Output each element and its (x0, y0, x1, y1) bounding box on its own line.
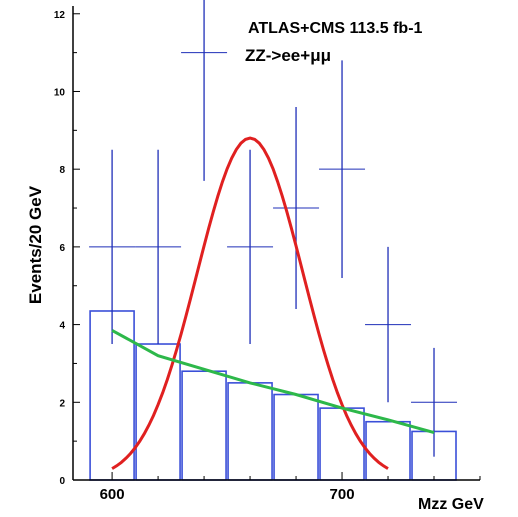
chart-subtitle: ZZ->ee+μμ (245, 46, 331, 65)
y-axis-label: Events/20 GeV (26, 185, 45, 304)
data-point (319, 60, 366, 278)
data-points (89, 0, 458, 457)
y-tick-label: 2 (59, 398, 65, 409)
x-tick-label: 600 (100, 486, 125, 503)
background-histogram (89, 310, 457, 481)
data-point (89, 149, 136, 345)
fit-curves (111, 136, 435, 470)
chart-title: ATLAS+CMS 113.5 fb-1 (248, 20, 423, 37)
background-curve (111, 329, 435, 435)
histogram-bar (273, 393, 319, 481)
y-tick-label: 10 (54, 87, 66, 98)
data-point (135, 149, 182, 345)
x-tick-label: 700 (330, 486, 355, 503)
data-point (273, 107, 320, 310)
axes (72, 6, 480, 481)
data-point (227, 149, 274, 345)
x-axis-label: Mzz GeV (418, 496, 484, 513)
signal-curve (111, 136, 389, 470)
ticks: 0 2 4 6 8 10 12 600 700 (54, 10, 481, 503)
y-tick-label: 4 (59, 321, 65, 332)
data-point (411, 347, 458, 457)
data-point (181, 0, 228, 181)
histogram-bar (181, 370, 227, 481)
y-tick-label: 12 (54, 10, 66, 21)
histogram-bar (319, 407, 365, 481)
histogram-bar (365, 420, 411, 481)
histogram-bar (227, 382, 273, 481)
y-tick-label: 8 (59, 165, 65, 176)
data-point (365, 246, 412, 403)
y-tick-label: 6 (59, 243, 65, 254)
y-tick-label: 0 (59, 476, 65, 487)
